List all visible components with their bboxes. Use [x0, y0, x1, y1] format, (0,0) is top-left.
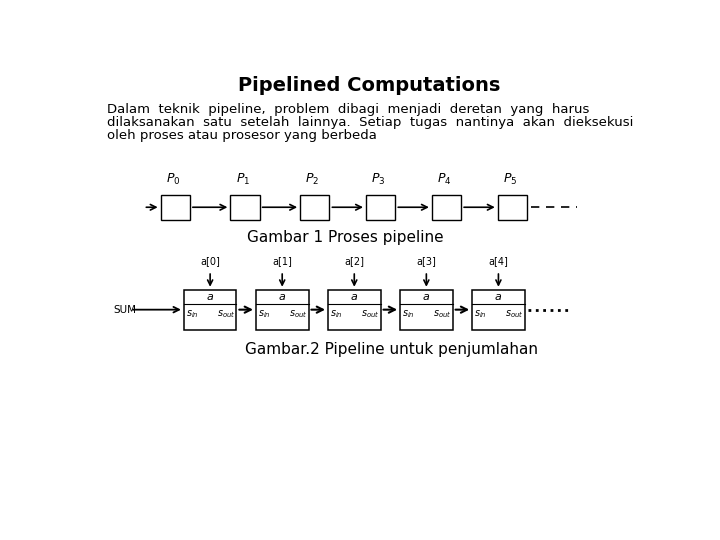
- Text: Gambar.2 Pipeline untuk penjumlahan: Gambar.2 Pipeline untuk penjumlahan: [245, 342, 538, 357]
- Text: $P_3$: $P_3$: [371, 172, 385, 187]
- Text: $s_{out}$: $s_{out}$: [289, 308, 307, 320]
- Text: SUM: SUM: [113, 305, 136, 315]
- Text: $a$: $a$: [206, 292, 214, 301]
- Text: $a$: $a$: [423, 292, 431, 301]
- Bar: [256, 289, 309, 330]
- Text: Pipelined Computations: Pipelined Computations: [238, 76, 500, 96]
- Text: $s_{out}$: $s_{out}$: [433, 308, 452, 320]
- Text: $P_2$: $P_2$: [305, 172, 320, 187]
- Text: a[1]: a[1]: [272, 256, 292, 267]
- Text: a[0]: a[0]: [200, 256, 220, 267]
- Text: $s_{in}$: $s_{in}$: [258, 308, 271, 320]
- Bar: [161, 195, 190, 220]
- Text: a[2]: a[2]: [344, 256, 364, 267]
- Text: $a$: $a$: [495, 292, 503, 301]
- Text: $s_{out}$: $s_{out}$: [505, 308, 524, 320]
- Text: $s_{out}$: $s_{out}$: [361, 308, 379, 320]
- Text: $a$: $a$: [278, 292, 287, 301]
- Text: $s_{in}$: $s_{in}$: [186, 308, 199, 320]
- Bar: [432, 195, 462, 220]
- Text: Dalam  teknik  pipeline,  problem  dibagi  menjadi  deretan  yang  harus: Dalam teknik pipeline, problem dibagi me…: [107, 103, 590, 116]
- Text: $P_5$: $P_5$: [503, 172, 517, 187]
- Text: $P_4$: $P_4$: [437, 172, 451, 187]
- Bar: [400, 289, 453, 330]
- Text: Gambar 1 Proses pipeline: Gambar 1 Proses pipeline: [248, 231, 444, 245]
- Bar: [230, 195, 260, 220]
- Bar: [472, 289, 525, 330]
- Text: dilaksanakan  satu  setelah  lainnya.  Setiap  tugas  nantinya  akan  dieksekusi: dilaksanakan satu setelah lainnya. Setia…: [107, 117, 634, 130]
- Text: $s_{out}$: $s_{out}$: [217, 308, 235, 320]
- Text: oleh proses atau prosesor yang berbeda: oleh proses atau prosesor yang berbeda: [107, 130, 377, 143]
- Text: $s_{in}$: $s_{in}$: [402, 308, 415, 320]
- Text: $P_0$: $P_0$: [166, 172, 180, 187]
- Text: $P_1$: $P_1$: [235, 172, 250, 187]
- Text: $s_{in}$: $s_{in}$: [474, 308, 487, 320]
- Text: $a$: $a$: [350, 292, 359, 301]
- Bar: [184, 289, 236, 330]
- Text: $s_{in}$: $s_{in}$: [330, 308, 343, 320]
- Bar: [498, 195, 527, 220]
- Text: a[4]: a[4]: [488, 256, 508, 267]
- Bar: [366, 195, 395, 220]
- Bar: [328, 289, 381, 330]
- Text: a[3]: a[3]: [416, 256, 436, 267]
- Bar: [300, 195, 330, 220]
